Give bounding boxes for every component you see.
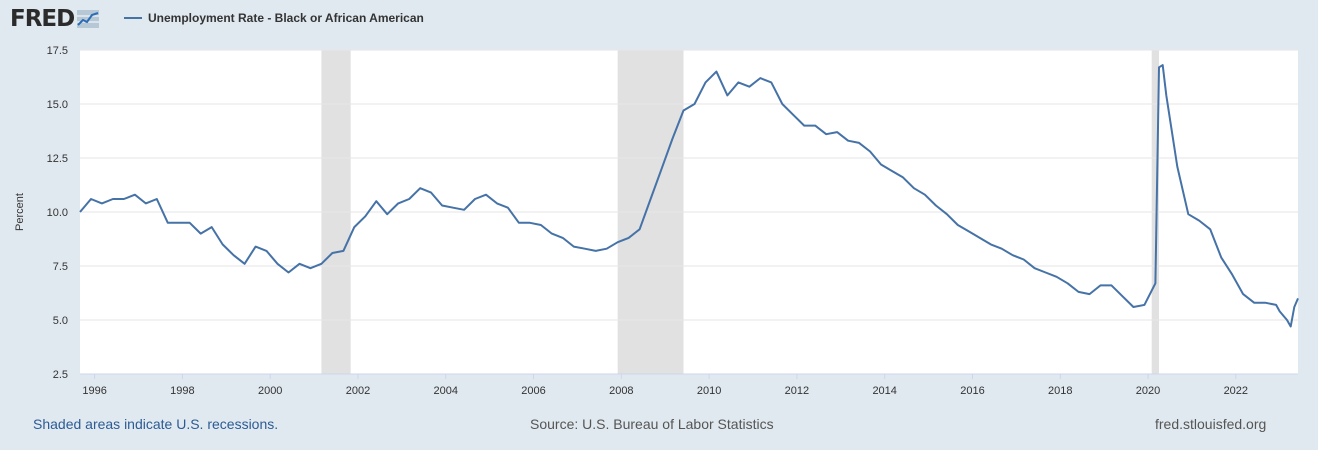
series-line — [79, 64, 1299, 328]
legend-swatch — [124, 17, 142, 19]
x-tick-label: 2008 — [609, 385, 633, 397]
x-tick-label: 2010 — [697, 385, 721, 397]
site-link[interactable]: fred.stlouisfed.org — [1155, 416, 1267, 432]
y-axis-label: Percent — [14, 193, 26, 231]
x-tick-label: 2000 — [258, 385, 282, 397]
gridlines — [80, 49, 1298, 375]
fred-logo-text: FRED — [10, 6, 75, 32]
x-tick-label: 2018 — [1048, 385, 1072, 397]
x-tick-label: 2002 — [346, 385, 370, 397]
x-axis: 1996 1998 2000 2002 2004 2006 2008 2010 2012 2014… — [80, 373, 1298, 397]
x-tick-label: 2016 — [960, 385, 984, 397]
y-tick-label: 15.0 — [47, 99, 68, 111]
x-tick-label: 2020 — [1136, 385, 1160, 397]
series-layer — [79, 64, 1299, 328]
x-tick-label: 1998 — [170, 385, 194, 397]
x-tick-label: 2004 — [434, 385, 458, 397]
y-tick-label: 7.5 — [53, 261, 68, 273]
x-tick-label: 2014 — [872, 385, 896, 397]
source-note: Source: U.S. Bureau of Labor Statistics — [530, 416, 774, 432]
y-tick-label: 5.0 — [53, 315, 68, 327]
chart-legend: Unemployment Rate - Black or African Ame… — [124, 11, 424, 25]
y-tick-label: 17.5 — [47, 45, 68, 57]
chart: 2.5 5.0 7.5 10.0 12.5 15.0 17.5 1996 1998 2000 20… — [14, 45, 1299, 397]
x-tick-label: 1996 — [82, 385, 106, 397]
y-tick-label: 2.5 — [53, 369, 68, 381]
fred-line-chart-icon — [77, 10, 100, 28]
chart-header: FRED Unemployment Rate - Black or Africa… — [0, 0, 1318, 40]
legend-series-label: Unemployment Rate - Black or African Ame… — [148, 11, 424, 25]
y-tick-label: 10.0 — [47, 207, 68, 219]
fred-logo[interactable]: FRED — [10, 6, 100, 32]
x-tick-label: 2012 — [785, 385, 809, 397]
x-tick-label: 2022 — [1224, 385, 1248, 397]
x-tick-label: 2006 — [521, 385, 545, 397]
y-axis: 2.5 5.0 7.5 10.0 12.5 15.0 17.5 — [47, 45, 68, 381]
y-tick-label: 12.5 — [47, 153, 68, 165]
recession-note: Shaded areas indicate U.S. recessions. — [33, 416, 279, 432]
